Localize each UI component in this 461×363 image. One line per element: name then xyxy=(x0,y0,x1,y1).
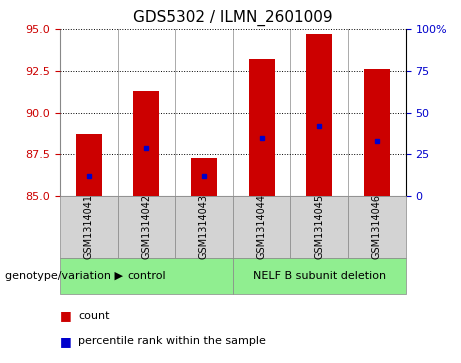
Bar xyxy=(248,59,275,196)
Text: NELF B subunit deletion: NELF B subunit deletion xyxy=(253,271,386,281)
Title: GDS5302 / ILMN_2601009: GDS5302 / ILMN_2601009 xyxy=(133,10,333,26)
Bar xyxy=(364,69,390,196)
Text: GSM1314045: GSM1314045 xyxy=(314,194,324,260)
Text: ■: ■ xyxy=(60,335,71,348)
Text: GSM1314041: GSM1314041 xyxy=(84,194,94,260)
Text: GSM1314043: GSM1314043 xyxy=(199,194,209,260)
Bar xyxy=(306,34,332,196)
Text: GSM1314046: GSM1314046 xyxy=(372,194,382,260)
Text: genotype/variation ▶: genotype/variation ▶ xyxy=(5,271,123,281)
Bar xyxy=(191,158,217,196)
Text: control: control xyxy=(127,271,165,281)
Text: GSM1314044: GSM1314044 xyxy=(257,194,266,260)
Bar xyxy=(76,134,102,196)
Bar xyxy=(133,91,160,196)
Text: GSM1314042: GSM1314042 xyxy=(142,194,151,260)
Text: percentile rank within the sample: percentile rank within the sample xyxy=(78,336,266,346)
Text: ■: ■ xyxy=(60,309,71,322)
Text: count: count xyxy=(78,311,110,321)
